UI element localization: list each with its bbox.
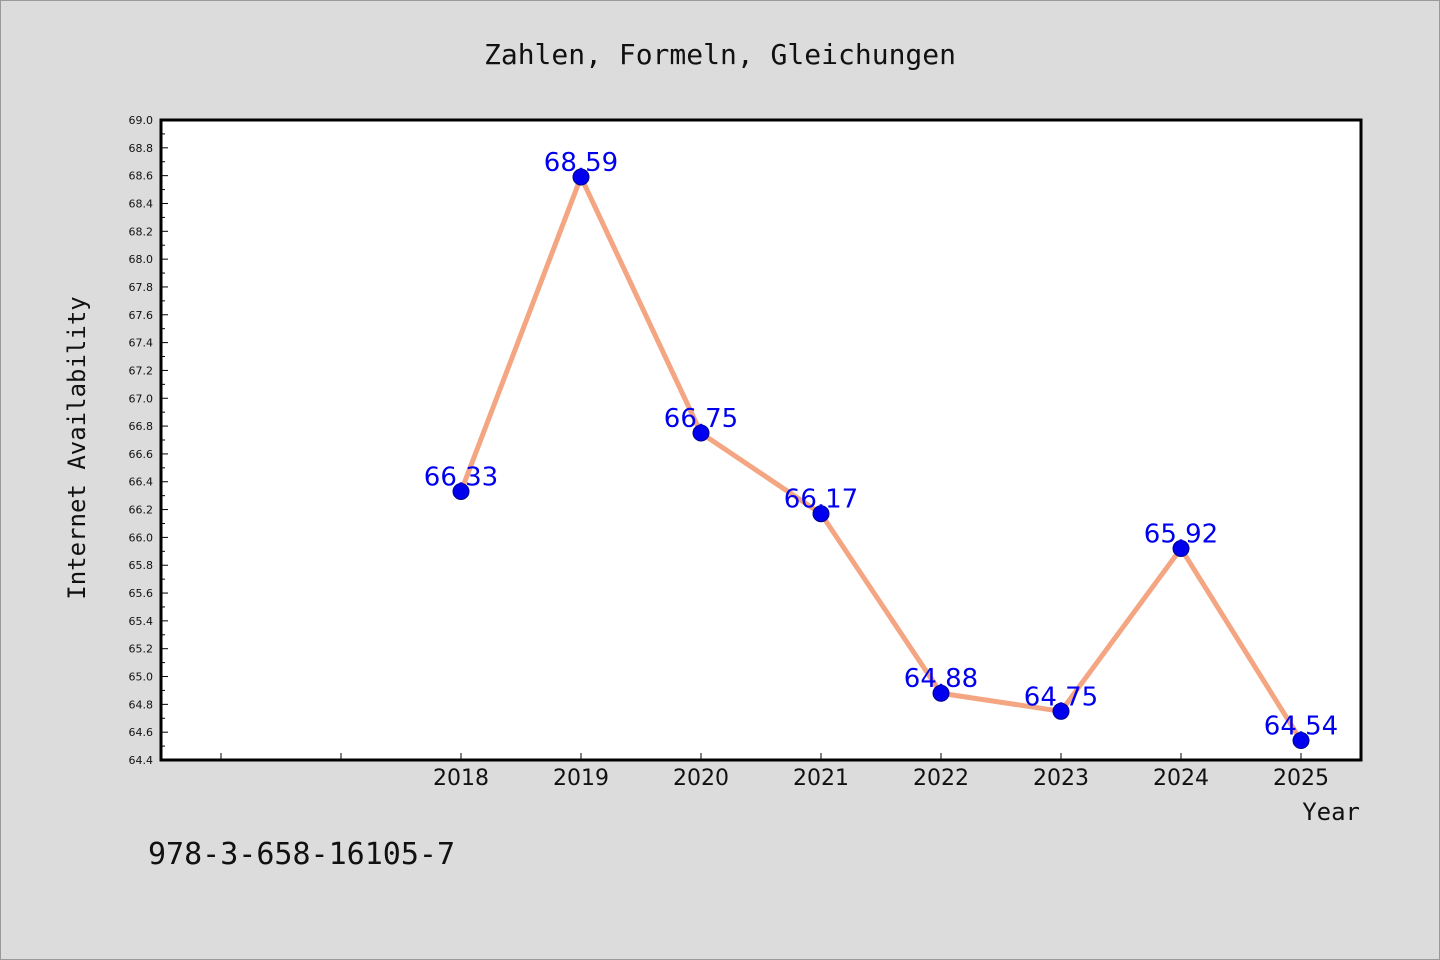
data-point (1172, 540, 1190, 558)
data-point (812, 505, 830, 523)
x-axis-label: Year (1302, 798, 1360, 826)
x-tick-label: 2018 (433, 766, 489, 791)
x-tick-label: 2019 (553, 766, 609, 791)
y-tick-label: 68.0 (129, 253, 154, 266)
y-tick-label: 64.8 (129, 698, 154, 711)
y-tick-label: 66.4 (129, 476, 154, 489)
y-tick-label: 66.2 (129, 504, 154, 517)
x-tick-label: 2021 (793, 766, 849, 791)
y-tick-label: 69.0 (129, 114, 154, 127)
x-tick-label: 2020 (673, 766, 729, 791)
data-point (692, 424, 710, 442)
y-tick-label: 65.8 (129, 559, 154, 572)
y-tick-label: 66.6 (129, 448, 154, 461)
y-tick-label: 67.2 (129, 364, 154, 377)
y-tick-label: 68.8 (129, 142, 154, 155)
y-tick-label: 66.8 (129, 420, 154, 433)
y-tick-label: 67.4 (129, 337, 154, 350)
x-tick-label: 2025 (1273, 766, 1329, 791)
data-label: 64.75 (1024, 682, 1098, 712)
data-label: 66.17 (784, 485, 858, 515)
data-label: 66.75 (664, 404, 738, 434)
x-tick-label: 2024 (1153, 766, 1209, 791)
data-point (572, 168, 590, 186)
y-tick-label: 64.6 (129, 726, 154, 739)
y-axis-label: Internet Availability (63, 296, 91, 599)
y-tick-label: 67.8 (129, 281, 154, 294)
y-tick-label: 65.4 (129, 615, 154, 628)
data-label: 66.33 (424, 462, 498, 492)
data-point (1052, 702, 1070, 720)
y-tick-label: 66.0 (129, 531, 154, 544)
data-label: 68.59 (544, 148, 618, 178)
plot-area (159, 118, 1363, 762)
y-tick-label: 68.2 (129, 225, 154, 238)
chart-title: Zahlen, Formeln, Gleichungen (484, 38, 956, 71)
x-tick-label: 2023 (1033, 766, 1089, 791)
y-axis: 64.4 64.6 64.8 65.0 65.2 65.4 65.6 65.8 66.0 66.2… (129, 114, 168, 767)
data-label: 65.92 (1144, 520, 1218, 550)
y-tick-label: 68.6 (129, 170, 154, 183)
x-tick-label: 2022 (913, 766, 969, 791)
y-tick-label: 67.6 (129, 309, 154, 322)
series-line (458, 174, 1304, 744)
data-point (452, 482, 470, 500)
y-tick-label: 67.0 (129, 392, 154, 405)
data-point (932, 684, 950, 702)
y-tick-label: 65.0 (129, 671, 154, 684)
y-tick-label: 68.4 (129, 197, 154, 210)
data-point (1292, 732, 1310, 750)
y-tick-label: 65.2 (129, 643, 154, 656)
isbn-text: 978-3-658-16105-7 (148, 837, 455, 872)
x-axis: 2018 2019 2020 2021 2022 2023 2024 2025 (220, 753, 1329, 791)
data-label: 64.54 (1264, 712, 1338, 742)
series-0: 66.33 68.59 66.75 66.17 64.88 64.75 65.92 64.54 (424, 148, 1338, 750)
y-tick-label: 65.6 (129, 587, 154, 600)
y-tick-label: 64.4 (129, 754, 154, 767)
data-label: 64.88 (904, 664, 978, 694)
